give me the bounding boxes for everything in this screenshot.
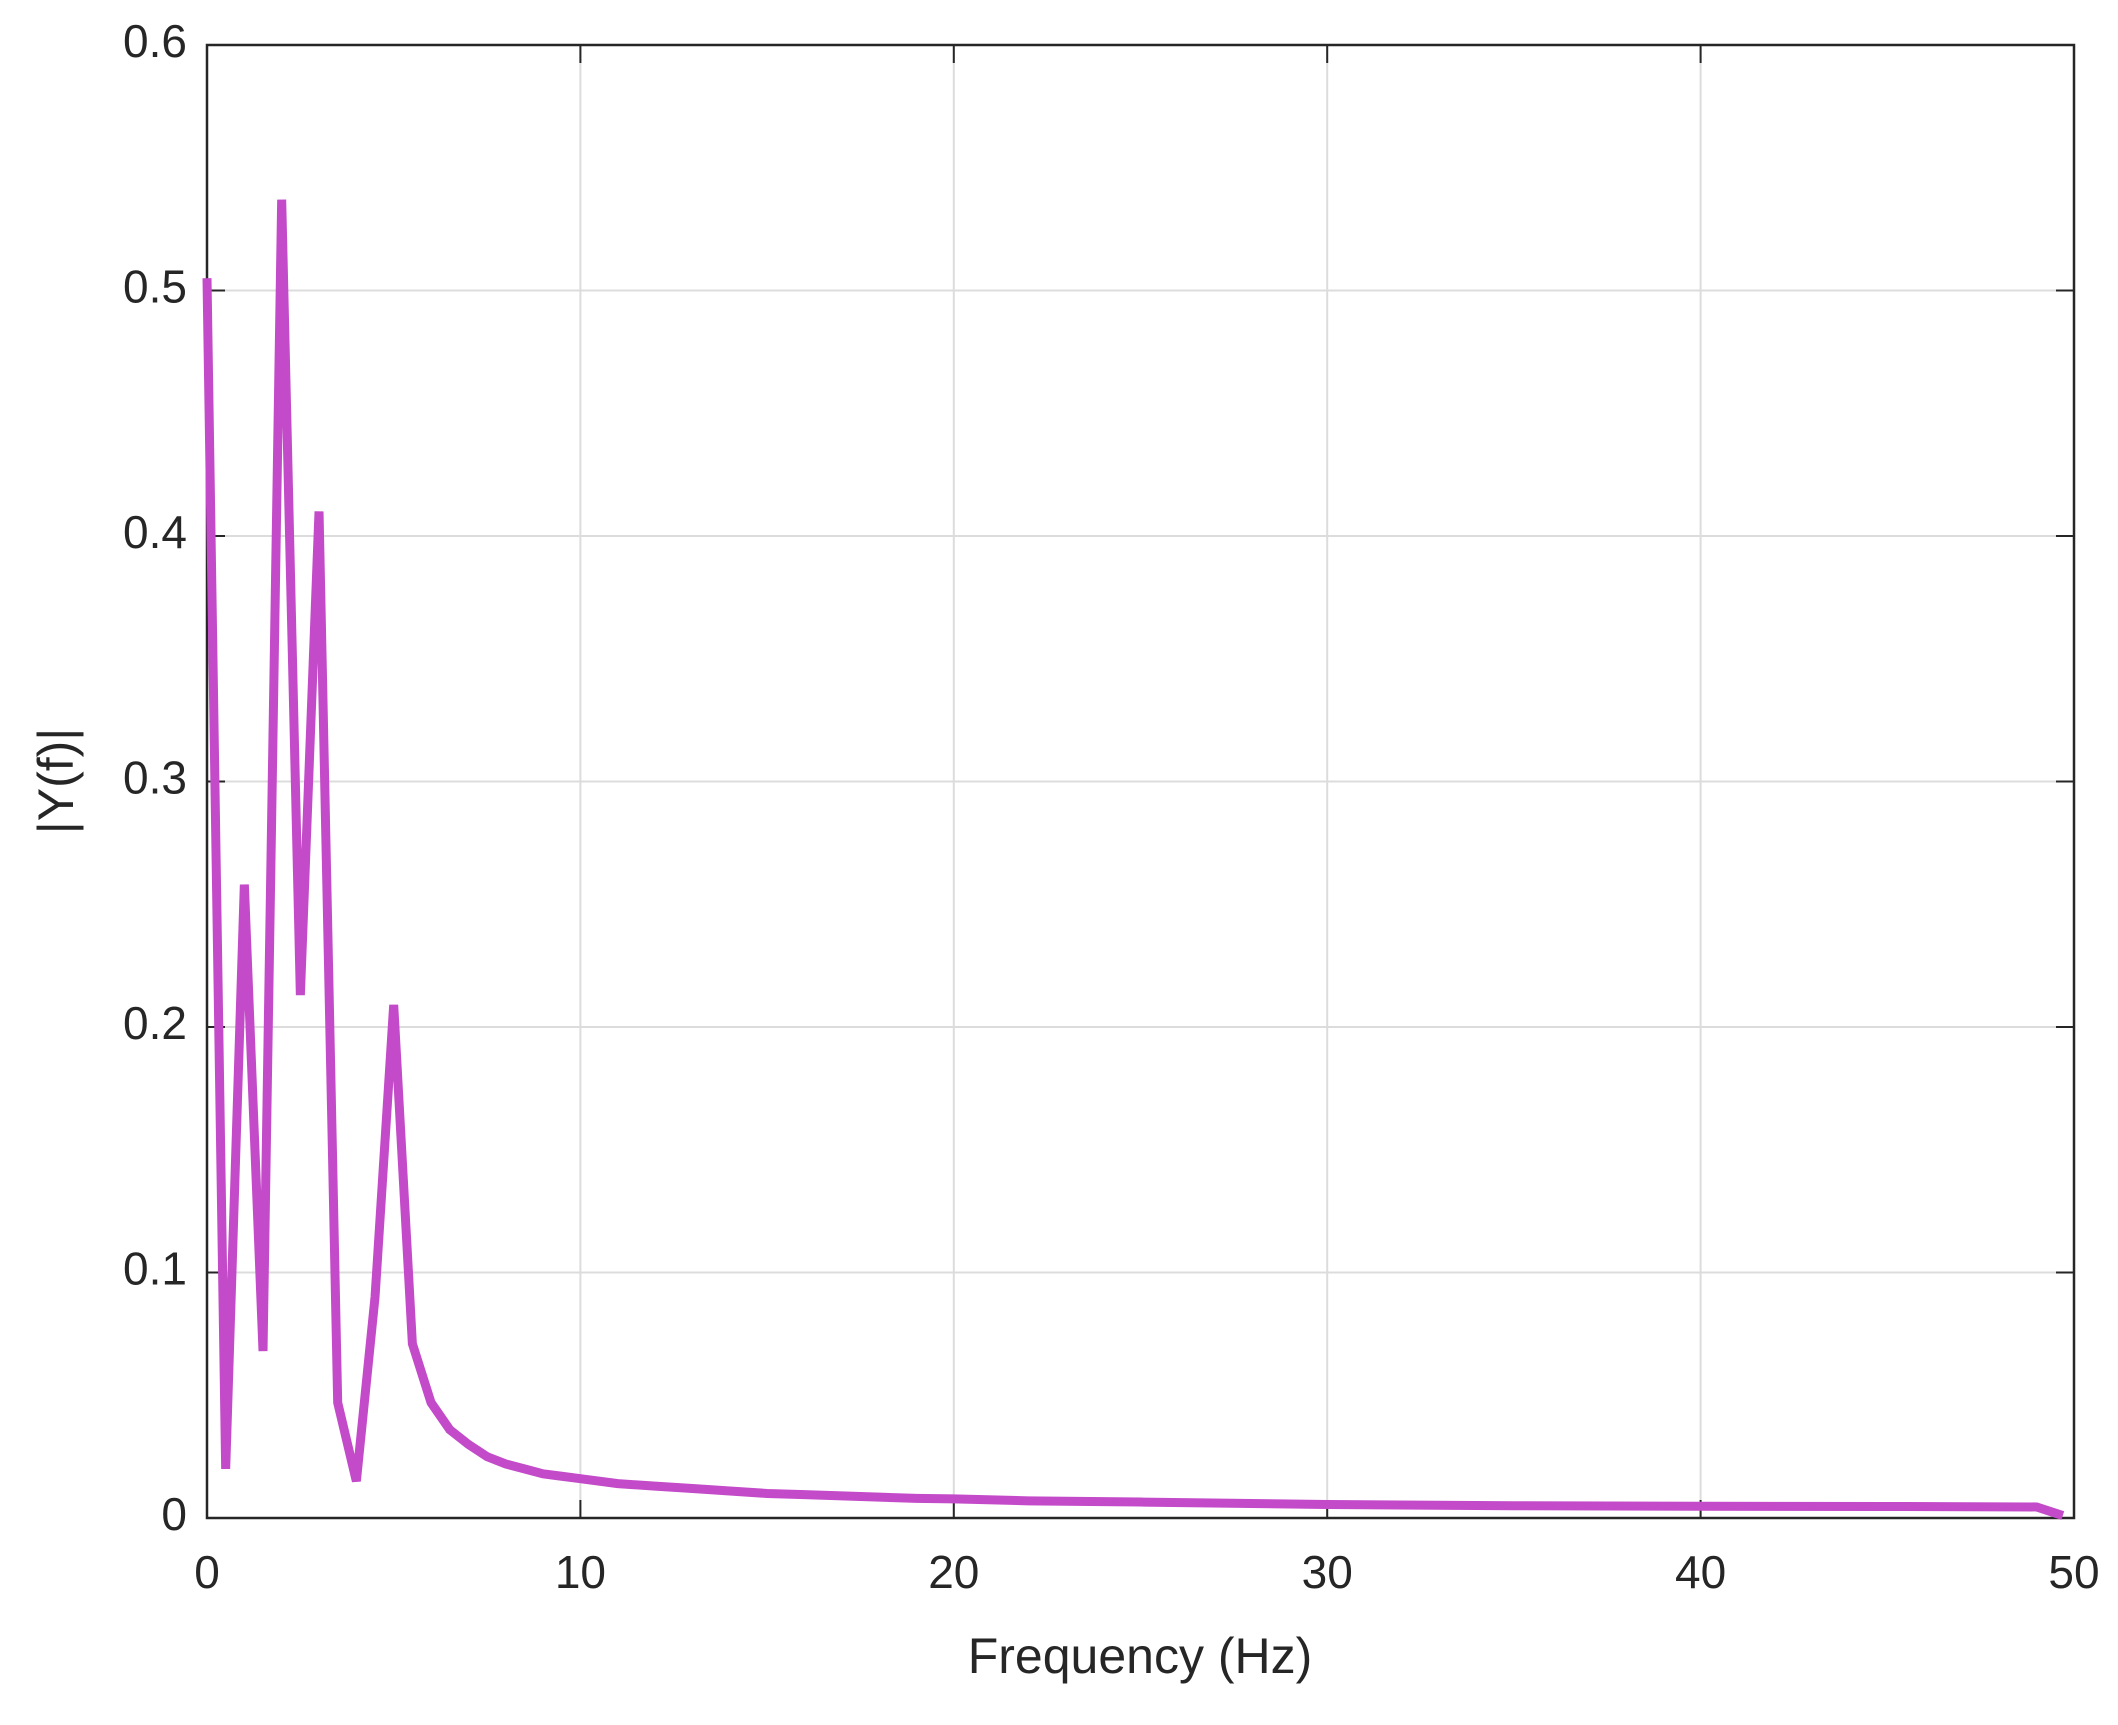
y-axis-label: |Y(f)| xyxy=(28,728,84,835)
data-line xyxy=(202,199,2065,1520)
y-tick-label: 0 xyxy=(161,1488,187,1540)
y-tick-label: 0.6 xyxy=(123,15,187,67)
x-tick-label: 0 xyxy=(194,1546,220,1598)
x-axis-label: Frequency (Hz) xyxy=(968,1628,1313,1684)
y-tick-label: 0.5 xyxy=(123,261,187,313)
x-tick-label: 10 xyxy=(555,1546,606,1598)
y-tick-label: 0.4 xyxy=(123,506,187,558)
x-tick-label: 30 xyxy=(1302,1546,1353,1598)
x-tick-label: 40 xyxy=(1675,1546,1726,1598)
plot-frame xyxy=(205,43,2076,1520)
x-tick-label: 20 xyxy=(928,1546,979,1598)
y-tick-label: 0.2 xyxy=(123,997,187,1049)
y-tick-label: 0.3 xyxy=(123,752,187,804)
y-tick-label: 0.1 xyxy=(123,1243,187,1295)
x-tick-label: 50 xyxy=(2048,1546,2099,1598)
